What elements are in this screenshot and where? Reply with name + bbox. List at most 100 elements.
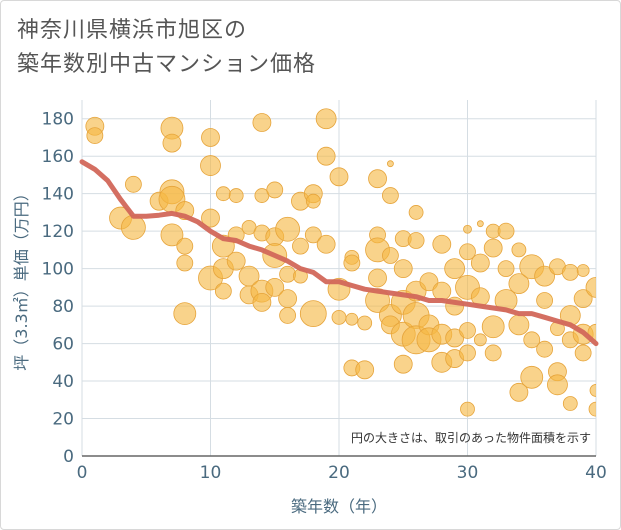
data-point (214, 282, 232, 300)
data-point (408, 205, 424, 220)
data-point (547, 374, 568, 396)
data-point (316, 146, 336, 166)
data-point (508, 273, 530, 295)
y-tick-label: 140 (42, 185, 74, 205)
data-point (470, 253, 490, 273)
data-point (345, 312, 359, 326)
data-point (292, 237, 309, 255)
y-tick-label: 60 (52, 335, 74, 355)
data-point (176, 254, 194, 272)
data-point (562, 396, 578, 411)
data-point (497, 260, 515, 278)
data-point (573, 289, 593, 309)
y-axis-title: 坪（3.3㎡）単価（万円） (12, 185, 31, 370)
y-tick-label: 0 (63, 447, 74, 467)
data-point (176, 237, 194, 255)
y-tick-label: 40 (52, 372, 74, 392)
title-line-1: 神奈川県横浜市旭区の (17, 18, 248, 43)
data-point (497, 222, 515, 240)
data-point (509, 382, 529, 402)
title-line-2: 築年数別中古マンション価格 (17, 52, 317, 77)
data-point (511, 242, 527, 258)
data-point (343, 254, 361, 272)
data-point (381, 247, 399, 264)
data-point (86, 127, 104, 145)
data-point (368, 169, 387, 189)
data-point (305, 193, 321, 209)
data-point (481, 315, 505, 339)
data-point (252, 292, 272, 312)
data-point (536, 292, 553, 309)
data-point (278, 289, 298, 309)
data-point (173, 302, 197, 326)
data-point (445, 328, 465, 348)
data-point (520, 365, 544, 389)
data-point (534, 265, 555, 287)
data-point (316, 234, 336, 254)
data-point (484, 344, 502, 362)
x-tick-label: 30 (457, 463, 479, 483)
data-point (508, 314, 530, 336)
data-point (483, 238, 503, 258)
x-axis-title: 築年数（年） (291, 497, 387, 516)
data-point (585, 276, 596, 298)
data-point (523, 331, 541, 349)
y-tick-label: 180 (42, 110, 74, 130)
bubble-layer (85, 108, 596, 417)
data-point (124, 175, 142, 193)
data-point (299, 300, 327, 328)
data-point (226, 251, 246, 271)
data-point (252, 113, 272, 132)
data-point (459, 243, 476, 261)
data-point (120, 215, 146, 240)
data-point (576, 264, 590, 277)
data-point (228, 188, 244, 203)
data-point (444, 258, 466, 280)
data-point (588, 401, 596, 417)
data-point (200, 155, 221, 176)
data-point (201, 128, 220, 147)
data-point (368, 268, 387, 288)
data-point (279, 307, 297, 324)
x-tick-labels: 0 10 20 30 40 (77, 463, 607, 483)
data-point (589, 384, 596, 397)
data-point (459, 322, 476, 339)
data-point (331, 309, 347, 325)
data-point (355, 360, 375, 380)
x-tick-label: 20 (328, 463, 350, 483)
data-point (265, 277, 285, 297)
data-point (266, 181, 284, 199)
data-point (393, 259, 413, 279)
data-point (536, 340, 553, 358)
data-point (460, 401, 475, 417)
y-tick-label: 100 (42, 260, 74, 280)
data-point (561, 263, 579, 281)
data-point (275, 216, 301, 242)
data-point (476, 220, 484, 228)
data-point (407, 232, 425, 249)
y-tick-labels: 0 20 40 60 80 100 120 140 160 180 (42, 110, 74, 467)
data-point (215, 186, 231, 202)
data-point (473, 333, 487, 347)
data-point (279, 265, 297, 283)
data-point (315, 108, 337, 130)
data-point (162, 133, 182, 153)
data-point (574, 344, 592, 362)
data-point (432, 281, 452, 301)
data-point (386, 160, 394, 168)
chart-title: 神奈川県横浜市旭区の 築年数別中古マンション価格 (17, 14, 316, 82)
data-point (463, 224, 472, 234)
data-point (419, 272, 439, 292)
x-tick-label: 40 (585, 463, 607, 483)
data-point (393, 354, 413, 374)
data-point (160, 223, 184, 247)
trend-line (79, 159, 599, 347)
data-point (357, 315, 373, 331)
data-point (432, 234, 452, 254)
y-tick-label: 20 (52, 410, 74, 430)
data-point (304, 226, 322, 244)
data-point (201, 208, 220, 228)
x-tick-label: 0 (77, 463, 88, 483)
